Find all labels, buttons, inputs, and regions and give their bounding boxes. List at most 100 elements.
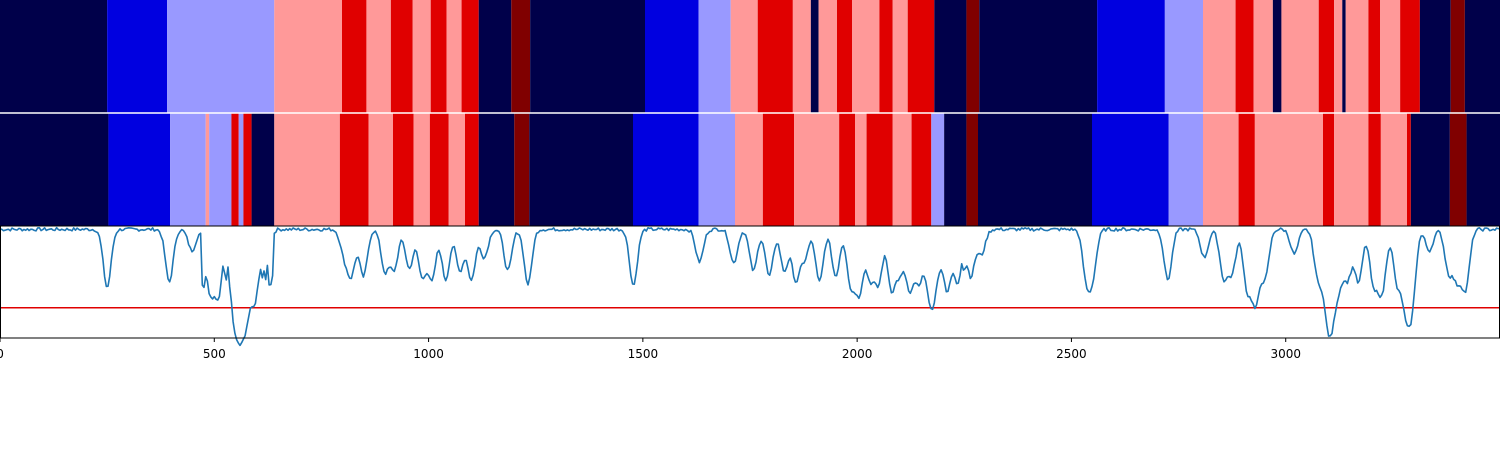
segment-15 (698, 0, 731, 113)
x-tick-label-3000: 3000 (1270, 347, 1301, 361)
segment-22 (735, 113, 763, 226)
signal-line (0, 226, 1500, 347)
segment-18 (514, 113, 530, 226)
segment-38 (1254, 113, 1323, 226)
segment-33 (978, 113, 1092, 226)
segment-11 (478, 0, 512, 113)
segment-6 (390, 0, 413, 113)
signal-panel-background (0, 226, 1500, 338)
segment-38 (1342, 0, 1346, 113)
segment-37 (1238, 113, 1255, 226)
segmentation-track-2 (0, 113, 1500, 226)
segment-22 (852, 0, 880, 113)
segment-28 (892, 113, 912, 226)
segment-10 (339, 113, 369, 226)
segment-23 (762, 113, 795, 226)
segment-3 (205, 113, 210, 226)
segment-17 (757, 0, 793, 113)
segment-36 (1203, 113, 1239, 226)
segment-44 (1410, 113, 1450, 226)
segment-13 (530, 0, 645, 113)
segment-46 (1466, 113, 1500, 226)
segment-44 (1450, 0, 1465, 113)
segment-29 (1097, 0, 1165, 113)
segment-5 (231, 113, 239, 226)
segment-1 (107, 0, 168, 113)
segment-31 (944, 113, 967, 226)
x-tick-label-0: 0 (0, 347, 4, 361)
segmentation-track-1 (0, 0, 1500, 113)
segment-0 (0, 113, 109, 226)
segment-39 (1345, 0, 1369, 113)
segment-12 (393, 113, 414, 226)
segment-8 (251, 113, 275, 226)
segment-17 (478, 113, 515, 226)
segment-14 (429, 113, 449, 226)
segment-9 (446, 0, 462, 113)
segment-26 (934, 0, 967, 113)
segment-24 (794, 113, 840, 226)
segment-35 (1281, 0, 1319, 113)
segment-41 (1368, 113, 1381, 226)
segment-37 (1334, 0, 1343, 113)
x-tick-label-500: 500 (203, 347, 226, 361)
segment-14 (645, 0, 699, 113)
segment-35 (1168, 113, 1203, 226)
segment-25 (907, 0, 935, 113)
segment-19 (529, 113, 633, 226)
segment-6 (238, 113, 244, 226)
segment-5 (366, 0, 391, 113)
segment-29 (911, 113, 932, 226)
segment-28 (979, 0, 1098, 113)
segment-3 (274, 0, 342, 113)
segment-23 (879, 0, 893, 113)
segment-20 (818, 0, 837, 113)
segment-18 (792, 0, 811, 113)
segment-42 (1400, 0, 1420, 113)
segment-2 (170, 113, 206, 226)
segment-40 (1334, 113, 1369, 226)
segment-19 (810, 0, 819, 113)
segment-34 (1092, 113, 1169, 226)
x-tick-label-2000: 2000 (842, 347, 873, 361)
segment-13 (413, 113, 430, 226)
segment-21 (698, 113, 735, 226)
segment-32 (966, 113, 978, 226)
segment-45 (1464, 0, 1500, 113)
x-tick-label-2500: 2500 (1056, 347, 1087, 361)
segment-34 (1272, 0, 1282, 113)
segment-30 (931, 113, 945, 226)
segment-27 (866, 113, 893, 226)
segment-2 (167, 0, 275, 113)
segment-25 (839, 113, 855, 226)
segment-4 (342, 0, 367, 113)
x-axis: 0 500 1000 1500 2000 2500 3000 (0, 338, 1301, 361)
segment-20 (633, 113, 699, 226)
segment-24 (892, 0, 908, 113)
segment-26 (855, 113, 867, 226)
segment-31 (1203, 0, 1236, 113)
segment-7 (243, 113, 252, 226)
segment-41 (1380, 0, 1401, 113)
segment-43 (1407, 113, 1411, 226)
segment-16 (465, 113, 479, 226)
segment-4 (209, 113, 232, 226)
segment-36 (1318, 0, 1335, 113)
segment-15 (448, 113, 465, 226)
segment-40 (1368, 0, 1380, 113)
segment-8 (430, 0, 447, 113)
segment-39 (1323, 113, 1335, 226)
segment-0 (0, 0, 108, 113)
segment-42 (1380, 113, 1407, 226)
x-tick-label-1000: 1000 (413, 347, 444, 361)
segment-1 (108, 113, 171, 226)
x-tick-label-1500: 1500 (628, 347, 659, 361)
segment-10 (461, 0, 479, 113)
segment-16 (730, 0, 758, 113)
segment-33 (1253, 0, 1273, 113)
segment-11 (368, 113, 393, 226)
segment-27 (966, 0, 980, 113)
segment-43 (1419, 0, 1451, 113)
segment-30 (1164, 0, 1203, 113)
